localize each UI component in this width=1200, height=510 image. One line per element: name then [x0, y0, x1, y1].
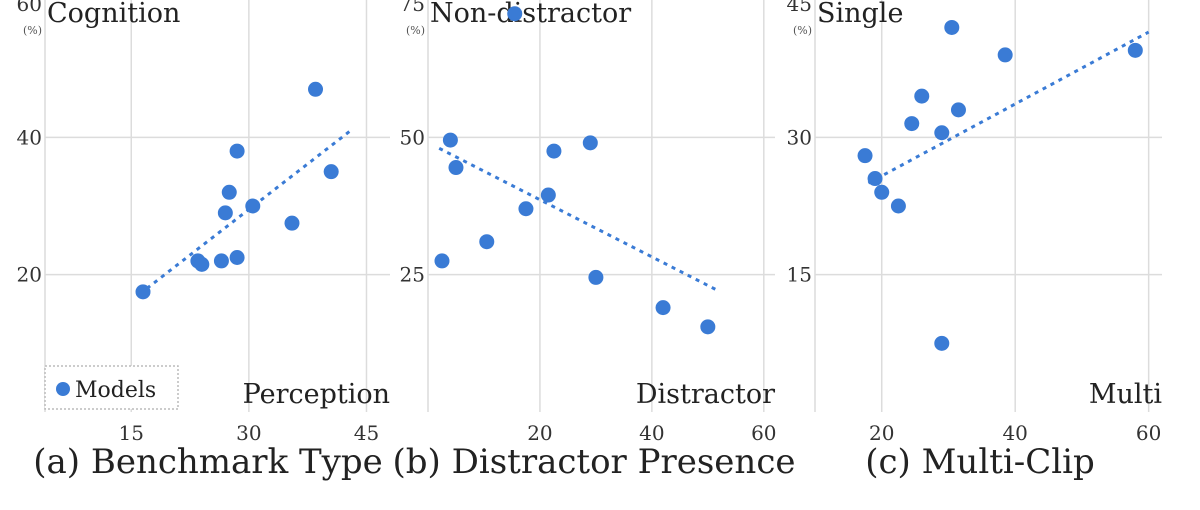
- data-point: [308, 81, 324, 97]
- data-point: [194, 256, 210, 272]
- x-tick-label: 30: [236, 421, 261, 445]
- y-tick-label: 15: [787, 263, 812, 287]
- y-tick-label: 40: [17, 125, 42, 149]
- legend: Models: [44, 365, 179, 410]
- panel-3: 20 40 60 15 30 45 (%) Single Multi (c) Multi-Clip: [787, 0, 1163, 482]
- x-axis-name: Multi: [1089, 379, 1163, 410]
- x-tick-label: 20: [527, 421, 552, 445]
- y-top-label: 75: [400, 0, 425, 16]
- legend-marker: [56, 382, 70, 396]
- data-point: [229, 143, 245, 159]
- data-point: [890, 198, 906, 214]
- data-point: [914, 88, 930, 104]
- x-tick-label: 40: [639, 421, 664, 445]
- x-tick-label: 20: [869, 421, 894, 445]
- data-point: [997, 47, 1013, 63]
- data-point: [904, 116, 920, 132]
- data-point: [874, 184, 890, 200]
- x-axis-name: Distractor: [636, 379, 775, 410]
- data-point: [213, 253, 229, 269]
- panel-caption: (a) Benchmark Type: [33, 442, 383, 482]
- y-tick-label: 25: [400, 263, 425, 287]
- data-point: [950, 102, 966, 118]
- y-tick-label: 30: [787, 125, 812, 149]
- data-point: [507, 6, 523, 22]
- panel-2: 20 40 60 25 50 75 (%) Non-distractor Distractor (…: [393, 0, 796, 482]
- data-point: [700, 319, 716, 335]
- data-point: [588, 269, 604, 285]
- y-axis-name: Non-distractor: [430, 0, 631, 29]
- data-point: [518, 201, 534, 217]
- data-point: [944, 19, 960, 35]
- panel-caption: (c) Multi-Clip: [865, 442, 1095, 482]
- data-point: [655, 300, 671, 316]
- trend-line: [438, 146, 720, 293]
- data-point: [245, 198, 261, 214]
- y-axis-name: Single: [817, 0, 903, 29]
- data-point: [434, 253, 450, 269]
- panel-1: 15 30 45 20 40 60 (%) Cognition Perception (a) Be…: [17, 0, 390, 482]
- y-unit-label: (%): [23, 24, 42, 37]
- data-point: [442, 132, 458, 148]
- y-axis-name: Cognition: [47, 0, 180, 29]
- data-point: [546, 143, 562, 159]
- data-point: [934, 335, 950, 351]
- data-point: [867, 171, 883, 187]
- data-point: [284, 215, 300, 231]
- x-tick-label: 60: [751, 421, 776, 445]
- y-tick-label: 50: [400, 125, 425, 149]
- data-point: [934, 125, 950, 141]
- x-tick-label: 15: [119, 421, 144, 445]
- data-point: [221, 184, 237, 200]
- y-top-label: 45: [787, 0, 812, 16]
- legend-label: Models: [75, 378, 156, 403]
- data-point: [479, 234, 495, 250]
- y-unit-label: (%): [793, 24, 812, 37]
- x-tick-label: 45: [354, 421, 379, 445]
- data-point: [1127, 42, 1143, 58]
- x-axis-name: Perception: [243, 379, 390, 410]
- data-point: [229, 250, 245, 265]
- y-tick-label: 20: [17, 263, 42, 287]
- data-point: [217, 205, 233, 221]
- data-point: [448, 160, 464, 176]
- panel-caption: (b) Distractor Presence: [393, 442, 796, 482]
- data-point: [540, 187, 556, 203]
- x-tick-label: 60: [1136, 421, 1161, 445]
- y-unit-label: (%): [406, 24, 425, 37]
- data-point: [323, 164, 339, 180]
- y-top-label: 60: [17, 0, 42, 16]
- x-tick-label: 40: [1002, 421, 1027, 445]
- data-point: [135, 284, 151, 300]
- data-point: [857, 148, 873, 164]
- data-point: [582, 135, 598, 151]
